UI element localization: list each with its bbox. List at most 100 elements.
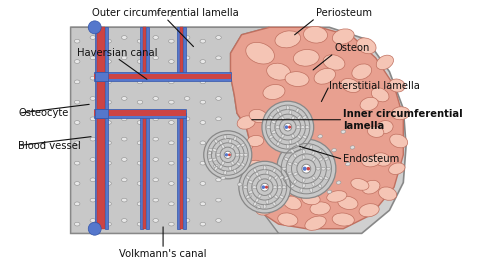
Polygon shape — [177, 27, 180, 76]
Ellipse shape — [273, 202, 276, 206]
Ellipse shape — [302, 194, 320, 205]
Ellipse shape — [216, 137, 221, 141]
Ellipse shape — [216, 97, 221, 100]
Ellipse shape — [90, 97, 96, 100]
Polygon shape — [105, 27, 108, 229]
Ellipse shape — [326, 167, 331, 170]
Ellipse shape — [279, 195, 284, 198]
Ellipse shape — [90, 137, 96, 141]
Ellipse shape — [216, 76, 221, 80]
Ellipse shape — [249, 109, 267, 123]
Ellipse shape — [121, 219, 127, 222]
Ellipse shape — [324, 177, 328, 180]
Ellipse shape — [234, 136, 237, 140]
Circle shape — [262, 185, 265, 189]
Text: Osteon: Osteon — [334, 43, 370, 53]
Ellipse shape — [137, 121, 143, 124]
Ellipse shape — [243, 186, 247, 189]
Ellipse shape — [291, 150, 294, 153]
Ellipse shape — [238, 163, 254, 174]
Ellipse shape — [287, 106, 289, 110]
Ellipse shape — [379, 187, 396, 200]
Text: Interstitial lamella: Interstitial lamella — [329, 81, 420, 91]
Polygon shape — [143, 27, 146, 76]
Ellipse shape — [302, 150, 305, 154]
Text: Periosteum: Periosteum — [315, 8, 372, 18]
Ellipse shape — [137, 222, 143, 226]
Ellipse shape — [284, 158, 288, 161]
Text: Osteocyte: Osteocyte — [18, 108, 68, 118]
Polygon shape — [95, 27, 97, 229]
Ellipse shape — [137, 182, 143, 185]
Ellipse shape — [74, 222, 80, 226]
Ellipse shape — [336, 181, 341, 184]
Ellipse shape — [90, 198, 96, 202]
Ellipse shape — [302, 155, 305, 159]
Ellipse shape — [269, 116, 273, 119]
Ellipse shape — [312, 176, 315, 180]
Ellipse shape — [305, 126, 309, 128]
Ellipse shape — [302, 184, 305, 188]
Ellipse shape — [208, 158, 213, 161]
Polygon shape — [94, 111, 186, 116]
Ellipse shape — [90, 36, 96, 39]
Ellipse shape — [184, 219, 190, 222]
Ellipse shape — [318, 150, 322, 153]
Ellipse shape — [293, 154, 297, 158]
Polygon shape — [183, 113, 186, 229]
Ellipse shape — [319, 158, 323, 161]
Ellipse shape — [219, 165, 222, 169]
Ellipse shape — [137, 39, 143, 43]
Ellipse shape — [282, 167, 286, 170]
Ellipse shape — [137, 161, 143, 165]
Ellipse shape — [351, 179, 369, 190]
Ellipse shape — [224, 135, 227, 139]
Ellipse shape — [249, 191, 252, 194]
Ellipse shape — [184, 117, 190, 121]
Ellipse shape — [275, 195, 278, 199]
Ellipse shape — [302, 178, 305, 182]
Ellipse shape — [153, 158, 158, 161]
Ellipse shape — [121, 76, 127, 80]
Polygon shape — [71, 27, 278, 233]
Ellipse shape — [238, 183, 242, 186]
Ellipse shape — [332, 29, 354, 44]
Ellipse shape — [266, 126, 271, 128]
Circle shape — [239, 161, 290, 213]
Bar — [95, 109, 108, 118]
Polygon shape — [94, 72, 230, 81]
Ellipse shape — [288, 162, 292, 165]
Ellipse shape — [208, 148, 213, 151]
Ellipse shape — [208, 151, 213, 155]
Ellipse shape — [221, 176, 226, 180]
Ellipse shape — [294, 172, 298, 175]
Ellipse shape — [293, 180, 297, 183]
Ellipse shape — [168, 141, 174, 145]
Ellipse shape — [184, 97, 190, 100]
Ellipse shape — [235, 154, 240, 156]
Ellipse shape — [258, 176, 261, 180]
Ellipse shape — [153, 219, 158, 222]
Ellipse shape — [168, 161, 174, 165]
Ellipse shape — [216, 198, 221, 202]
Ellipse shape — [106, 60, 111, 63]
Ellipse shape — [246, 195, 250, 198]
Ellipse shape — [121, 137, 127, 141]
Ellipse shape — [275, 176, 278, 179]
Text: Volkmann's canal: Volkmann's canal — [120, 249, 207, 259]
Polygon shape — [140, 27, 143, 76]
Ellipse shape — [275, 31, 300, 48]
Ellipse shape — [389, 79, 405, 92]
Ellipse shape — [324, 158, 328, 161]
Ellipse shape — [248, 160, 264, 172]
Ellipse shape — [214, 139, 217, 143]
Ellipse shape — [298, 135, 301, 139]
Ellipse shape — [106, 100, 111, 104]
Ellipse shape — [247, 195, 252, 198]
Polygon shape — [146, 27, 149, 76]
Ellipse shape — [316, 167, 320, 170]
Ellipse shape — [279, 176, 284, 179]
Ellipse shape — [281, 116, 284, 120]
Ellipse shape — [214, 164, 218, 168]
Ellipse shape — [245, 185, 261, 198]
